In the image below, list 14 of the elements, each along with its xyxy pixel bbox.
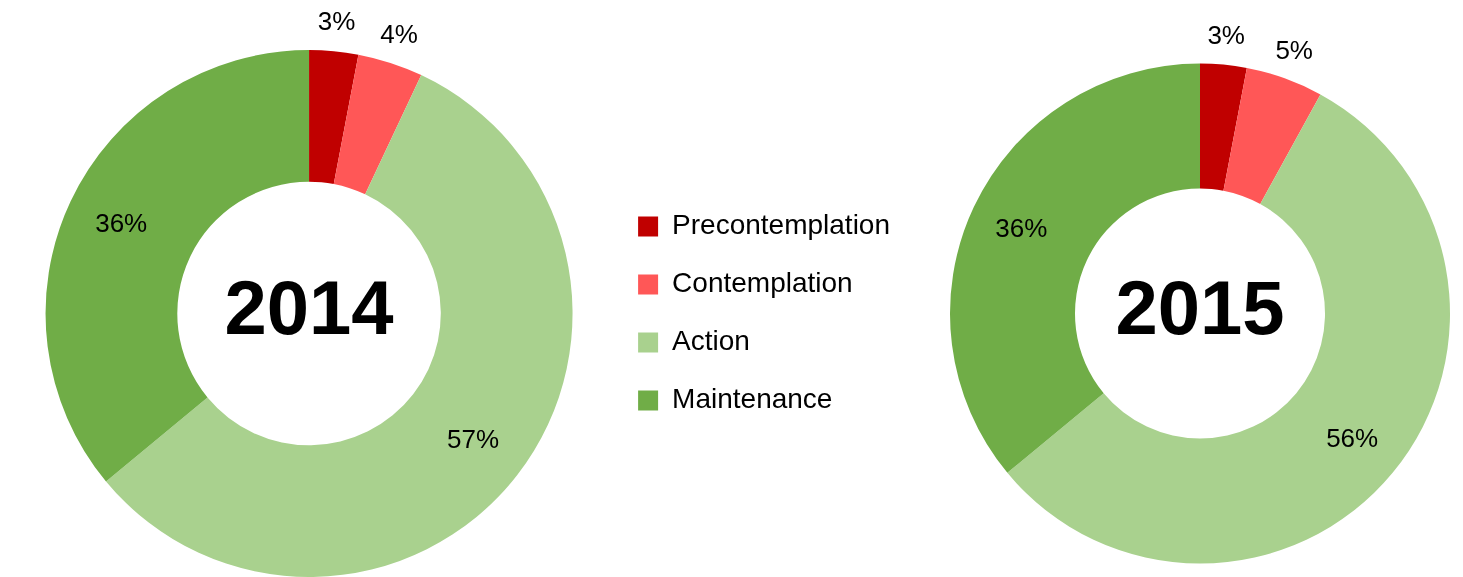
data-label: 4%	[380, 19, 418, 50]
data-label: 36%	[95, 208, 148, 239]
data-label: 57%	[447, 423, 500, 454]
text: 2014	[224, 265, 394, 351]
legend-label: Contemplation	[672, 267, 853, 299]
data-label: 5%	[1275, 35, 1313, 66]
legend-label: Precontemplation	[672, 209, 890, 241]
text: 2015	[1115, 265, 1285, 351]
data-label: 3%	[1207, 19, 1245, 50]
legend-label: Maintenance	[672, 383, 833, 415]
legend-label: Action	[672, 325, 750, 357]
data-label: 56%	[1326, 422, 1379, 453]
data-label: 36%	[995, 212, 1048, 243]
data-label: 3%	[317, 6, 356, 37]
